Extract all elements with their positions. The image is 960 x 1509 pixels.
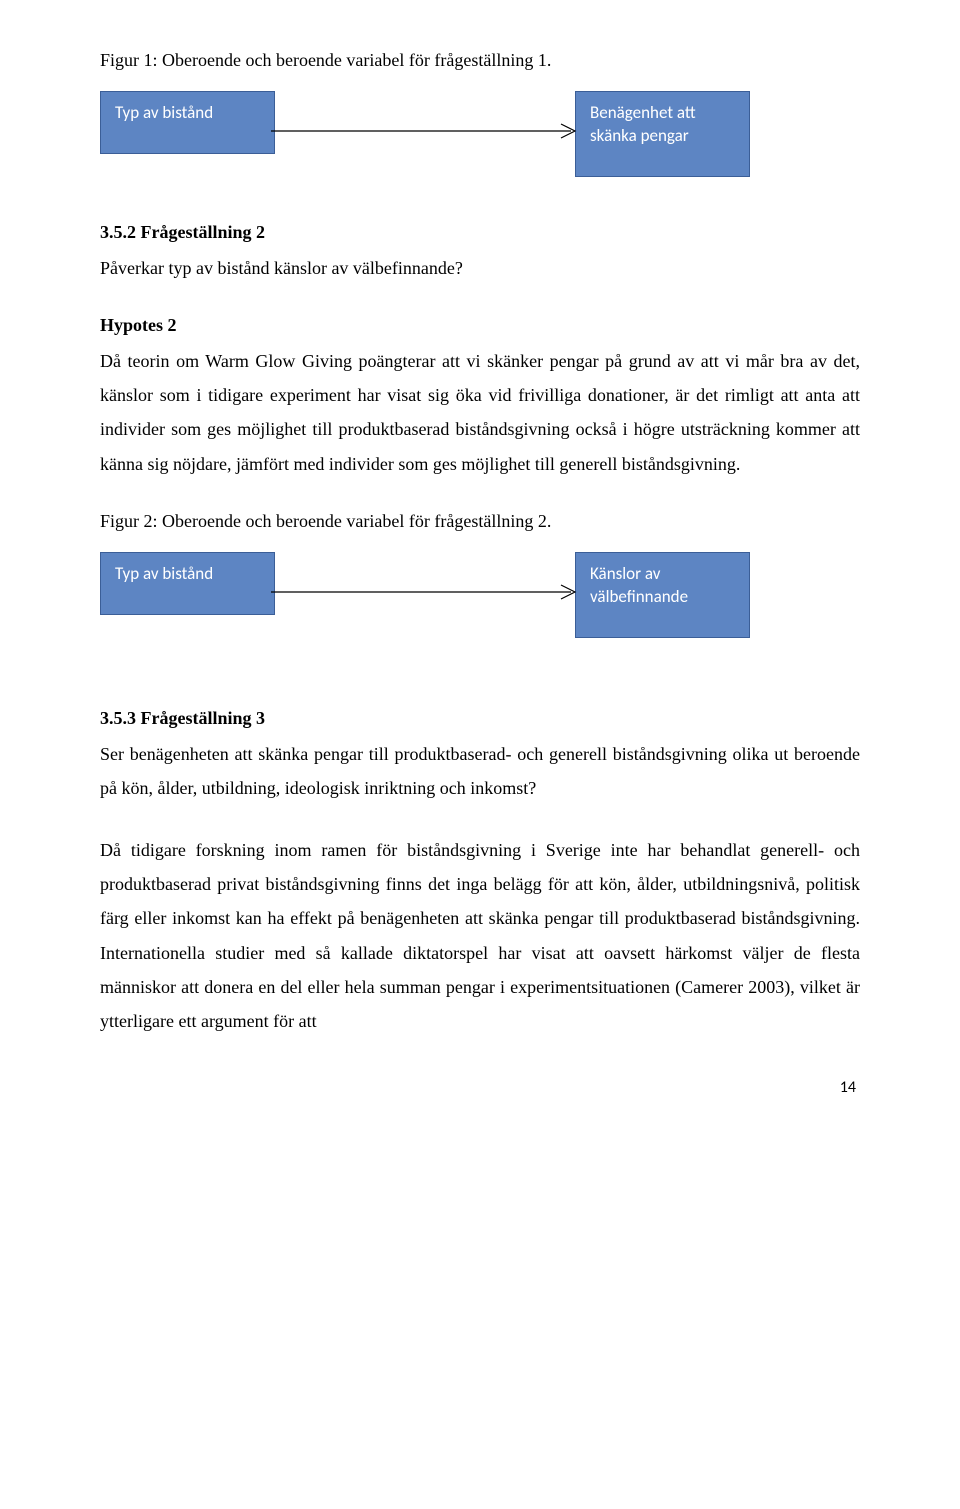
figure1-arrow [275, 91, 575, 161]
figure1-right-box: Benägenhet att skänka pengar [575, 91, 750, 177]
section-3-5-2-heading: 3.5.2 Frågeställning 2 [100, 222, 860, 243]
figure2-arrow [275, 552, 575, 622]
figure2-right-box: Känslor av välbefinnande [575, 552, 750, 638]
page-number: 14 [100, 1078, 860, 1097]
section-3-5-3-heading: 3.5.3 Frågeställning 3 [100, 708, 860, 729]
figure2-left-box: Typ av bistånd [100, 552, 275, 615]
section-3-5-3-question: Ser benägenheten att skänka pengar till … [100, 737, 860, 805]
figure2-diagram: Typ av bistånd Känslor av välbefinnande [100, 552, 860, 638]
arrow-icon [267, 578, 587, 606]
section-3-5-3-body: Då tidigare forskning inom ramen för bis… [100, 833, 860, 1038]
figure1-left-box: Typ av bistånd [100, 91, 275, 154]
figure1-diagram: Typ av bistånd Benägenhet att skänka pen… [100, 91, 860, 177]
figure1-caption: Figur 1: Oberoende och beroende variabel… [100, 50, 860, 71]
section-3-5-2-question: Påverkar typ av bistånd känslor av välbe… [100, 251, 860, 285]
figure2-caption: Figur 2: Oberoende och beroende variabel… [100, 511, 860, 532]
arrow-icon [267, 117, 587, 145]
hypothesis-2-heading: Hypotes 2 [100, 315, 860, 336]
hypothesis-2-body: Då teorin om Warm Glow Giving poängterar… [100, 344, 860, 481]
